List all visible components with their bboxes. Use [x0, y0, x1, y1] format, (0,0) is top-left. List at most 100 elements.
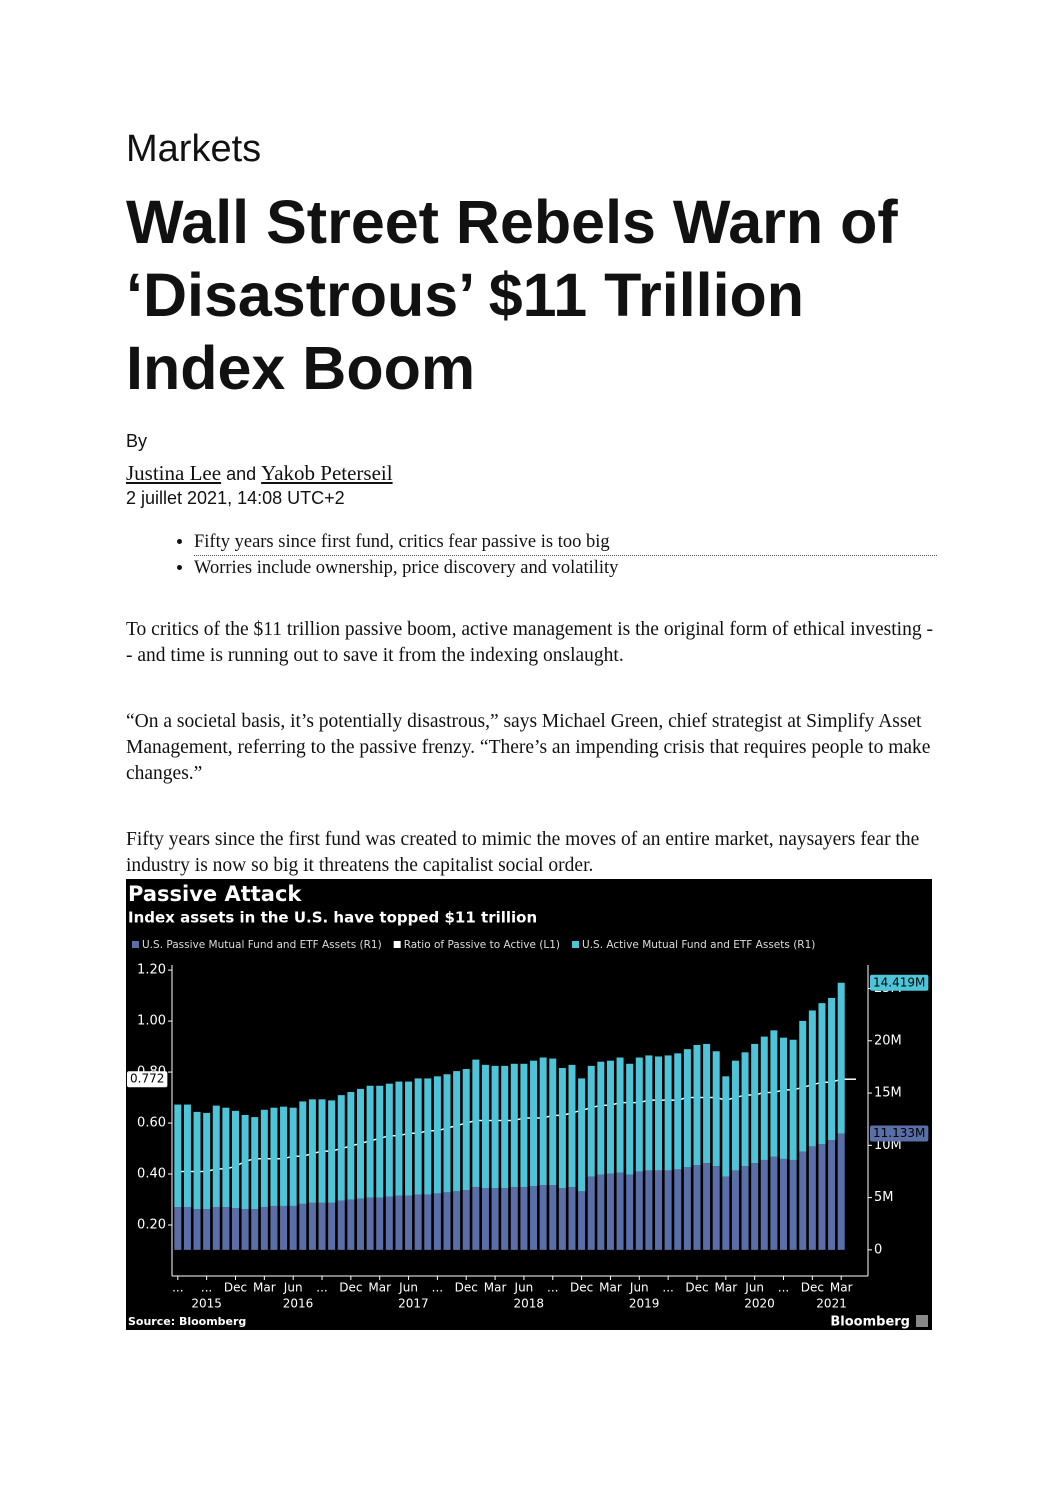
- bar-segment: [808, 1146, 816, 1250]
- bar-segment: [405, 1081, 413, 1196]
- x-tick-label: Mar: [599, 1281, 622, 1295]
- x-tick-label: ...: [778, 1281, 789, 1295]
- bar-segment: [318, 1202, 326, 1250]
- bar-segment: [530, 1060, 538, 1187]
- author-link[interactable]: Yakob Peterseil: [261, 461, 393, 485]
- bar-segment: [568, 1187, 576, 1250]
- bar-segment: [626, 1063, 634, 1175]
- bar-segment: [193, 1209, 201, 1250]
- bar-segment: [231, 1110, 239, 1209]
- bar-segment: [241, 1209, 249, 1250]
- headline: Wall Street Rebels Warn of ‘Disastrous’ …: [126, 188, 898, 402]
- bar-segment: [414, 1078, 422, 1195]
- bar-segment: [308, 1099, 316, 1203]
- bar-segment: [712, 1051, 720, 1167]
- y2-tick-label: 15M: [874, 1086, 902, 1101]
- value-label: 0.772: [130, 1072, 164, 1086]
- x-group-label: 2021: [816, 1297, 847, 1311]
- bar-segment: [549, 1185, 557, 1250]
- bar-segment: [347, 1199, 355, 1250]
- bar-segment: [183, 1207, 191, 1250]
- y-tick-label: 0.20: [137, 1218, 166, 1233]
- bar-segment: [299, 1101, 307, 1204]
- x-tick-label: Dec: [339, 1281, 362, 1295]
- value-label-box: [870, 1125, 929, 1142]
- bar-segment: [664, 1170, 672, 1250]
- bar-segment: [606, 1173, 614, 1250]
- bar-segment: [712, 1166, 720, 1250]
- bar-segment: [837, 982, 845, 1134]
- summary-list: Fifty years since first fund, critics fe…: [170, 530, 937, 581]
- author-link[interactable]: Justina Lee: [126, 461, 222, 485]
- bar-segment: [751, 1163, 759, 1250]
- bar-segment: [693, 1044, 701, 1166]
- bar-segment: [674, 1169, 682, 1250]
- credit-icon: [916, 1315, 928, 1327]
- bar-segment: [405, 1195, 413, 1250]
- bar-segment: [433, 1193, 441, 1250]
- bar-segment: [366, 1197, 374, 1250]
- bar-segment: [395, 1195, 403, 1250]
- bar-segment: [385, 1083, 393, 1197]
- x-tick-label: Dec: [570, 1281, 593, 1295]
- bar-segment: [635, 1057, 643, 1172]
- x-tick-label: Jun: [744, 1281, 764, 1295]
- y2-tick-label: 5M: [874, 1190, 894, 1205]
- legend-label: U.S. Active Mutual Fund and ETF Assets (…: [582, 939, 815, 951]
- bar-segment: [558, 1188, 566, 1250]
- bar-segment: [818, 1144, 826, 1250]
- bar-segment: [260, 1109, 268, 1208]
- bar-segment: [520, 1187, 528, 1250]
- bar-segment: [510, 1063, 518, 1188]
- bar-segment: [789, 1159, 797, 1250]
- bar-segment: [280, 1205, 288, 1250]
- legend-swatch: [393, 941, 401, 948]
- date: 2 juillet 2021, 14:08 UTC+2: [126, 488, 345, 508]
- x-group-label: 2015: [191, 1297, 222, 1311]
- x-tick-label: ...: [662, 1281, 673, 1295]
- chart-credit: Bloomberg: [830, 1315, 910, 1330]
- bar-segment: [828, 997, 836, 1141]
- bar-segment: [741, 1166, 749, 1250]
- bar-segment: [356, 1198, 364, 1250]
- y-tick-label: 1.00: [137, 1014, 166, 1029]
- bar-segment: [741, 1052, 749, 1167]
- bar-segment: [433, 1076, 441, 1194]
- bar-segment: [260, 1207, 268, 1250]
- bar-segment: [635, 1171, 643, 1250]
- bar-segment: [356, 1088, 364, 1199]
- bar-segment: [212, 1105, 220, 1208]
- bar-segment: [530, 1186, 538, 1250]
- bar-segment: [655, 1170, 663, 1250]
- summary-item: Worries include ownership, price discove…: [194, 556, 937, 581]
- bar-segment: [731, 1060, 739, 1171]
- x-group-label: 2018: [513, 1297, 544, 1311]
- x-tick-label: Dec: [224, 1281, 247, 1295]
- bar-segment: [568, 1064, 576, 1188]
- chart-source: Source: Bloomberg: [128, 1315, 246, 1328]
- bar-segment: [626, 1174, 634, 1250]
- bar-segment: [453, 1191, 461, 1250]
- bar-segment: [539, 1185, 547, 1250]
- bar-segment: [674, 1053, 682, 1170]
- bar-segment: [780, 1158, 788, 1250]
- x-tick-label: Mar: [830, 1281, 853, 1295]
- bar-segment: [780, 1037, 788, 1159]
- bar-segment: [308, 1202, 316, 1250]
- x-tick-label: Dec: [801, 1281, 824, 1295]
- bar-segment: [347, 1092, 355, 1200]
- chart-background: [126, 879, 932, 1330]
- paragraph: “On a societal basis, it’s potentially d…: [126, 711, 931, 784]
- bar-segment: [578, 1191, 586, 1250]
- x-tick-label: Jun: [514, 1281, 534, 1295]
- bar-segment: [645, 1055, 653, 1171]
- bar-segment: [443, 1192, 451, 1250]
- bar-segment: [501, 1065, 509, 1189]
- bar-segment: [289, 1205, 297, 1250]
- bar-segment: [693, 1165, 701, 1250]
- x-tick-label: Mar: [484, 1281, 507, 1295]
- bar-segment: [683, 1167, 691, 1250]
- bar-segment: [424, 1194, 432, 1250]
- bar-segment: [193, 1111, 201, 1210]
